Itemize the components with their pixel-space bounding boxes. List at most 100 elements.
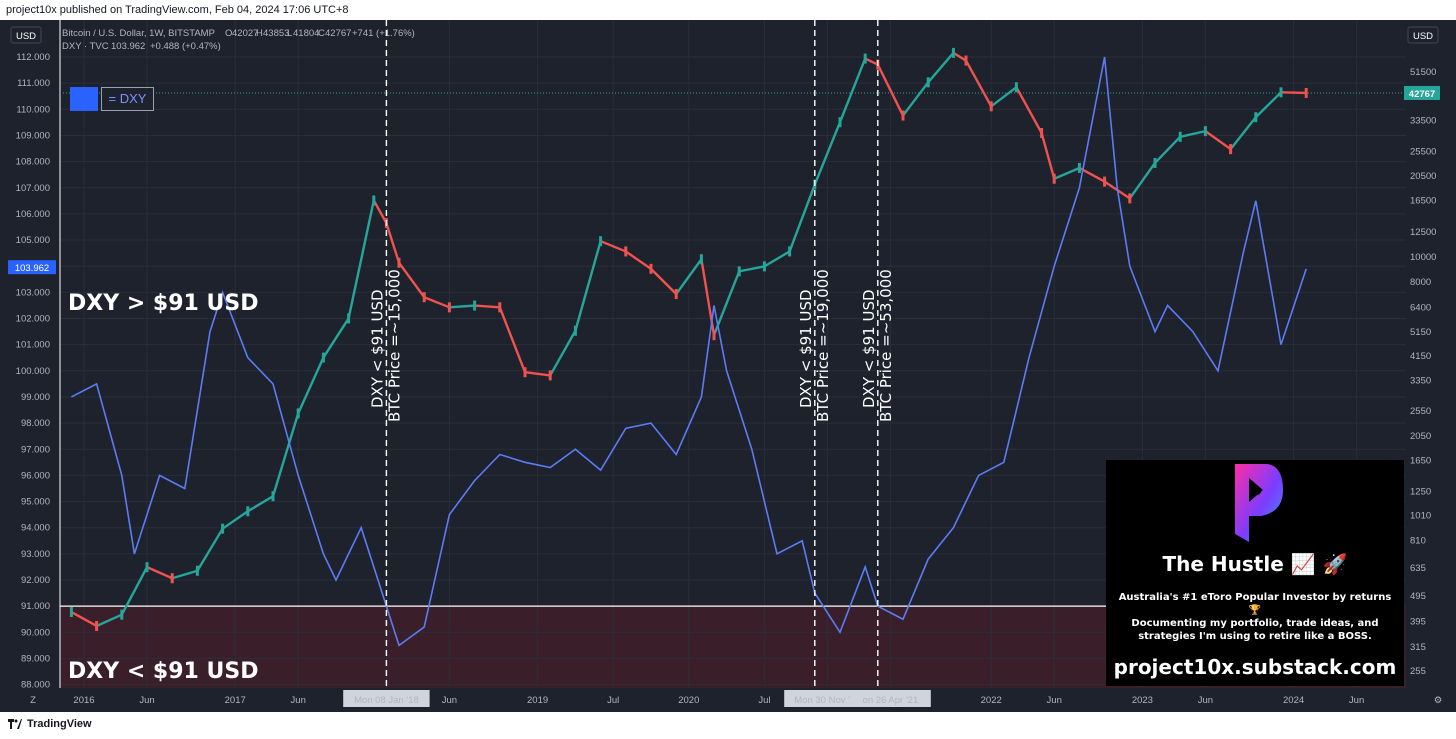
btc-segment: [549, 330, 577, 377]
btc-segment: [1229, 116, 1257, 150]
x-marker-badge: [850, 690, 931, 707]
x-tick-label: 2020: [678, 695, 699, 706]
btc-segment: [1128, 162, 1156, 200]
left-tick-label: 93.000: [21, 549, 50, 560]
chart-area[interactable]: Bitcoin / U.S. Dollar, 1W, BITSTAMP O 4202…: [0, 20, 1456, 712]
tradingview-logo[interactable]: TradingView: [8, 718, 92, 730]
btc-segment: [625, 250, 652, 270]
header-change: +741 (+1.76%): [352, 28, 415, 39]
btc-segment: [385, 222, 401, 264]
btc-segment: [838, 58, 867, 123]
btc-point: [838, 117, 842, 128]
right-tick-label: 33500: [1410, 116, 1436, 127]
btc-segment: [347, 200, 375, 319]
promo-url: project10x.substack.com: [1113, 655, 1397, 679]
btc-point: [788, 246, 792, 257]
btc-segment: [574, 240, 602, 332]
left-tick-label: 97.000: [21, 444, 50, 455]
left-tick-label: 91.000: [21, 601, 50, 612]
btc-point: [422, 292, 426, 303]
btc-point: [347, 313, 351, 324]
right-tick-label: 51500: [1410, 67, 1436, 78]
btc-point: [1203, 126, 1207, 137]
right-currency-label: USD: [1413, 31, 1433, 42]
header-low-label: L: [287, 28, 292, 39]
publish-info-bar: project10x published on TradingView.com,…: [0, 0, 1456, 20]
btc-point: [901, 110, 905, 121]
btc-point: [926, 77, 930, 88]
btc-point: [573, 325, 577, 336]
btc-segment: [1053, 166, 1080, 180]
publish-info-text: project10x published on TradingView.com,…: [6, 4, 349, 16]
left-tick-label: 106.000: [16, 209, 50, 220]
btc-segment: [813, 121, 842, 185]
btc-point: [624, 246, 628, 257]
x-tick-label: Jul: [607, 695, 619, 706]
btc-point: [1229, 144, 1233, 155]
btc-segment: [498, 306, 527, 373]
header-close-label: C: [318, 28, 325, 39]
marker-label-2-btc: BTC Price =~19,000: [814, 269, 832, 422]
hustle-logo-icon: [1235, 464, 1283, 542]
z-button-icon: Z: [30, 695, 36, 706]
btc-point: [321, 352, 325, 363]
x-tick-label: 2016: [73, 695, 94, 706]
right-tick-label: 5150: [1410, 327, 1431, 338]
btc-point: [1014, 82, 1018, 93]
btc-point: [1040, 127, 1044, 138]
left-axis: [10, 26, 42, 44]
btc-point: [1128, 193, 1132, 204]
right-tick-label: 1010: [1410, 511, 1431, 522]
btc-segment: [524, 371, 551, 377]
left-tick-label: 100.000: [16, 366, 50, 377]
btc-point: [1103, 176, 1107, 187]
btc-segment: [763, 250, 791, 268]
btc-segment: [1078, 166, 1106, 183]
left-tick-label: 96.000: [21, 470, 50, 481]
marker-label-3-btc: BTC Price =~53,000: [877, 269, 895, 422]
left-current-value: 103.962: [15, 263, 49, 274]
right-tick-label: 495: [1410, 591, 1426, 602]
btc-point: [1153, 157, 1157, 168]
btc-point: [271, 491, 275, 502]
right-tick-label: 1250: [1410, 487, 1431, 498]
left-tick-label: 94.000: [21, 523, 50, 534]
marker-label-1-dxy: DXY < $91 USD: [368, 289, 386, 408]
btc-point: [498, 302, 502, 313]
btc-point: [1279, 87, 1283, 98]
btc-segment: [398, 262, 426, 298]
btc-point: [762, 261, 766, 272]
btc-segment: [952, 51, 967, 62]
x-tick-label: Jun: [1349, 695, 1364, 706]
btc-point: [712, 330, 716, 341]
btc-point: [863, 53, 867, 64]
right-tick-label: 16500: [1410, 195, 1436, 206]
left-tick-label: 105.000: [16, 235, 50, 246]
btc-series: [69, 47, 1308, 631]
btc-point: [1254, 112, 1258, 123]
btc-segment: [171, 569, 198, 580]
zone-label-below: DXY < $91 USD: [68, 659, 258, 684]
btc-segment: [322, 317, 350, 359]
x-tick-label: 2023: [1132, 695, 1153, 706]
right-current-value: 42767: [1409, 89, 1435, 100]
marker-label-1-btc: BTC Price =~15,000: [385, 269, 403, 422]
left-tick-label: 88.000: [21, 680, 50, 691]
btc-segment: [449, 304, 475, 309]
left-tick-label: 95.000: [21, 497, 50, 508]
promo-card: The Hustle 📈 🚀 Australia's #1 eToro Popu…: [1106, 460, 1404, 686]
btc-point: [95, 620, 99, 631]
btc-segment: [146, 566, 173, 580]
left-currency-box: [10, 26, 42, 44]
btc-point: [246, 506, 250, 517]
header-dxy-value: 103.962: [111, 41, 145, 52]
right-tick-label: 3350: [1410, 375, 1431, 386]
marker-label-3-dxy: DXY < $91 USD: [860, 289, 878, 408]
left-tick-label: 103.000: [16, 287, 50, 298]
right-tick-label: 635: [1410, 563, 1426, 574]
btc-segment: [1040, 132, 1056, 180]
promo-desc-line-1: Australia's #1 eToro Popular Investor by…: [1118, 592, 1392, 616]
btc-segment: [990, 86, 1018, 108]
btc-point: [599, 236, 603, 247]
right-tick-label: 12500: [1410, 227, 1436, 238]
